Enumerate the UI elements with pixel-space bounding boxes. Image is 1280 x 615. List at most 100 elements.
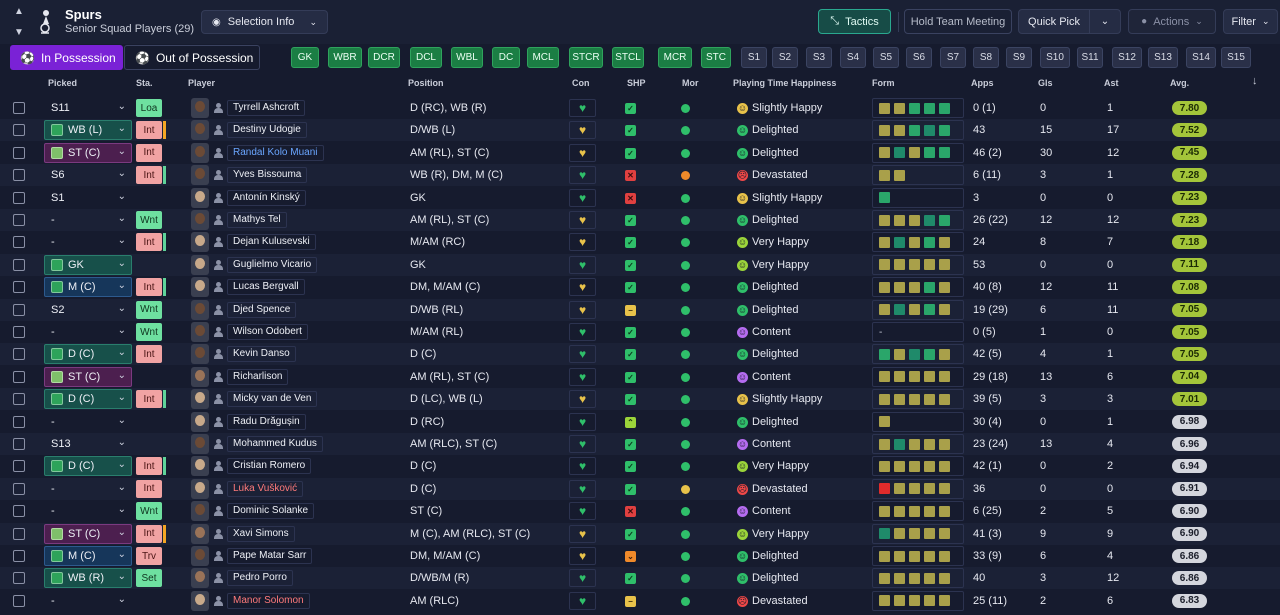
player-name[interactable]: Destiny Udogie [227, 122, 307, 139]
col-avg[interactable]: Avg. [1170, 78, 1190, 88]
picked-select[interactable]: - ⌄ [44, 210, 132, 230]
row-checkbox[interactable] [13, 258, 25, 271]
col-shp[interactable]: SHP [627, 78, 646, 88]
position-button-stc[interactable]: STC [701, 47, 731, 68]
tab-in-possession[interactable]: ⚽ In Possession [10, 45, 123, 70]
table-row[interactable]: - ⌄ Wnt Mathys Tel AM (RL), ST (C) ♥ ✓ ☺ Delight… [0, 209, 1280, 231]
table-row[interactable]: S6 ⌄ Int Yves Bissouma WB (R), DM, M (C) ♥ ✕ ☹ D… [0, 164, 1280, 187]
position-button-s6[interactable]: S6 [906, 47, 932, 68]
table-row[interactable]: - ⌄ Radu Drăgușin D (RC) ♥ ⌃ ☺ Delighted 30 (4) 0… [0, 411, 1280, 433]
row-checkbox[interactable] [13, 326, 25, 338]
status-badge[interactable]: Trv [136, 547, 162, 565]
table-row[interactable]: - ⌄ Int Luka Vušković D (C) ♥ ✓ ☹ Devastated 36 0 0… [0, 477, 1280, 500]
row-checkbox[interactable] [13, 482, 25, 495]
position-button-s5[interactable]: S5 [873, 47, 899, 68]
chevron-down-icon[interactable]: ▼ [14, 27, 24, 38]
picked-select[interactable]: - ⌄ [44, 232, 132, 252]
picked-select[interactable]: - ⌄ [44, 479, 132, 499]
table-row[interactable]: S11 ⌄ Loa Tyrrell Ashcroft D (RC), WB (R) ♥ ✓ ☺… [0, 97, 1280, 119]
row-checkbox[interactable] [13, 550, 25, 562]
picked-select[interactable]: GK ⌄ [44, 254, 132, 275]
position-button-dc[interactable]: DC [492, 47, 520, 68]
position-button-gk[interactable]: GK [291, 47, 319, 68]
player-name[interactable]: Randal Kolo Muani [227, 144, 324, 161]
player-name[interactable]: Pape Matar Sarr [227, 548, 313, 564]
row-checkbox[interactable] [13, 393, 25, 406]
table-row[interactable]: ST (C) ⌄ Richarlison AM (RL), ST (C) ♥ ✓ ☺ Cont… [0, 366, 1280, 388]
player-name[interactable]: Cristian Romero [227, 458, 312, 475]
sort-arrow-icon[interactable]: ↓ [1252, 75, 1258, 87]
table-row[interactable]: - ⌄ Manor Solomon AM (RLC) ♥ − ☹ Devastated 25 (… [0, 590, 1280, 612]
picked-select[interactable]: S2 ⌄ [44, 300, 132, 320]
table-row[interactable]: S1 ⌄ Antonín Kinský GK ♥ ✕ ☺ Slightly Happy 3 0 0 7… [0, 187, 1280, 209]
position-button-wbl[interactable]: WBL [451, 47, 483, 68]
col-apps[interactable]: Apps [971, 78, 994, 88]
picked-select[interactable]: WB (R) ⌄ [44, 568, 132, 589]
position-button-s11[interactable]: S11 [1077, 47, 1103, 68]
position-button-mcr[interactable]: MCR [658, 47, 692, 68]
picked-select[interactable]: S6 ⌄ [44, 165, 132, 185]
row-checkbox[interactable] [13, 438, 25, 450]
player-name[interactable]: Antonín Kinský [227, 189, 306, 206]
col-mor[interactable]: Mor [682, 78, 699, 88]
row-checkbox[interactable] [13, 348, 25, 361]
position-button-s13[interactable]: S13 [1148, 47, 1178, 68]
position-button-s2[interactable]: S2 [772, 47, 798, 68]
player-name[interactable]: Richarlison [227, 368, 289, 385]
picked-select[interactable]: ST (C) ⌄ [44, 523, 132, 544]
status-badge[interactable]: Wnt [136, 211, 162, 229]
status-badge[interactable]: Int [136, 233, 162, 252]
quick-pick-dropdown[interactable]: ⌄ [1089, 9, 1121, 34]
status-badge[interactable]: Wnt [136, 323, 162, 341]
position-button-s1[interactable]: S1 [741, 47, 767, 68]
picked-select[interactable]: - ⌄ [44, 322, 132, 342]
status-badge[interactable]: Set [136, 569, 162, 588]
row-checkbox[interactable] [13, 191, 25, 204]
position-button-s7[interactable]: S7 [940, 47, 966, 68]
picked-select[interactable]: S13 ⌄ [44, 434, 132, 454]
col-ast[interactable]: Ast [1104, 78, 1119, 88]
row-checkbox[interactable] [13, 572, 25, 585]
col-player[interactable]: Player [188, 78, 216, 88]
position-button-s8[interactable]: S8 [973, 47, 999, 68]
picked-select[interactable]: ST (C) ⌄ [44, 366, 132, 387]
player-name[interactable]: Pedro Porro [227, 570, 293, 587]
player-name[interactable]: Mathys Tel [227, 212, 287, 228]
picked-select[interactable]: - ⌄ [44, 412, 132, 432]
position-button-stcl[interactable]: STCL [612, 47, 644, 68]
table-row[interactable]: D (C) ⌄ Int Cristian Romero D (C) ♥ ✓ ☺ Very Hap… [0, 455, 1280, 477]
hold-team-meeting-button[interactable]: Hold Team Meeting [904, 9, 1012, 34]
table-row[interactable]: GK ⌄ Guglielmo Vicario GK ♥ ✓ ☺ Very Happy 53 0 0 7… [0, 253, 1280, 276]
player-name[interactable]: Radu Drăgușin [227, 413, 306, 430]
col-form[interactable]: Form [872, 78, 895, 88]
row-checkbox[interactable] [13, 303, 25, 316]
status-badge[interactable]: Int [136, 457, 162, 476]
table-row[interactable]: WB (L) ⌄ Int Destiny Udogie D/WB (L) ♥ ✓ ☺ Delig… [0, 119, 1280, 142]
position-button-s14[interactable]: S14 [1186, 47, 1216, 68]
player-name[interactable]: Micky van de Ven [227, 391, 318, 408]
row-checkbox[interactable] [13, 169, 25, 182]
player-name[interactable]: Djed Spence [227, 301, 297, 318]
status-badge[interactable]: Int [136, 524, 162, 543]
position-button-dcr[interactable]: DCR [368, 47, 400, 68]
table-row[interactable]: ST (C) ⌄ Int Xavi Simons M (C), AM (RLC), ST… [0, 522, 1280, 545]
table-row[interactable]: M (C) ⌄ Int Lucas Bergvall DM, M/AM (C) ♥ ✓ ☺ De… [0, 276, 1280, 298]
position-button-s10[interactable]: S10 [1040, 47, 1070, 68]
col-sta[interactable]: Sta. [136, 78, 153, 88]
position-button-s3[interactable]: S3 [806, 47, 832, 68]
table-row[interactable]: - ⌄ Wnt Wilson Odobert M/AM (RL) ♥ ✓ ☺ Content -0… [0, 321, 1280, 343]
player-name[interactable]: Dominic Solanke [227, 503, 315, 520]
status-badge[interactable]: Int [136, 278, 162, 297]
position-button-mcl[interactable]: MCL [527, 47, 559, 68]
col-picked[interactable]: Picked [48, 78, 78, 88]
table-row[interactable]: - ⌄ Wnt Dominic Solanke ST (C) ♥ ✕ ☺ Content 6 (2… [0, 500, 1280, 522]
row-checkbox[interactable] [13, 281, 25, 294]
player-name[interactable]: Manor Solomon [227, 592, 310, 609]
row-checkbox[interactable] [13, 146, 25, 159]
filter-button[interactable]: Filter ⌄ [1223, 9, 1278, 34]
col-gls[interactable]: Gls [1038, 78, 1053, 88]
position-button-s15[interactable]: S15 [1221, 47, 1251, 68]
picked-select[interactable]: S1 ⌄ [44, 188, 132, 208]
picked-select[interactable]: M (C) ⌄ [44, 277, 132, 298]
status-badge[interactable]: Wnt [136, 502, 162, 521]
